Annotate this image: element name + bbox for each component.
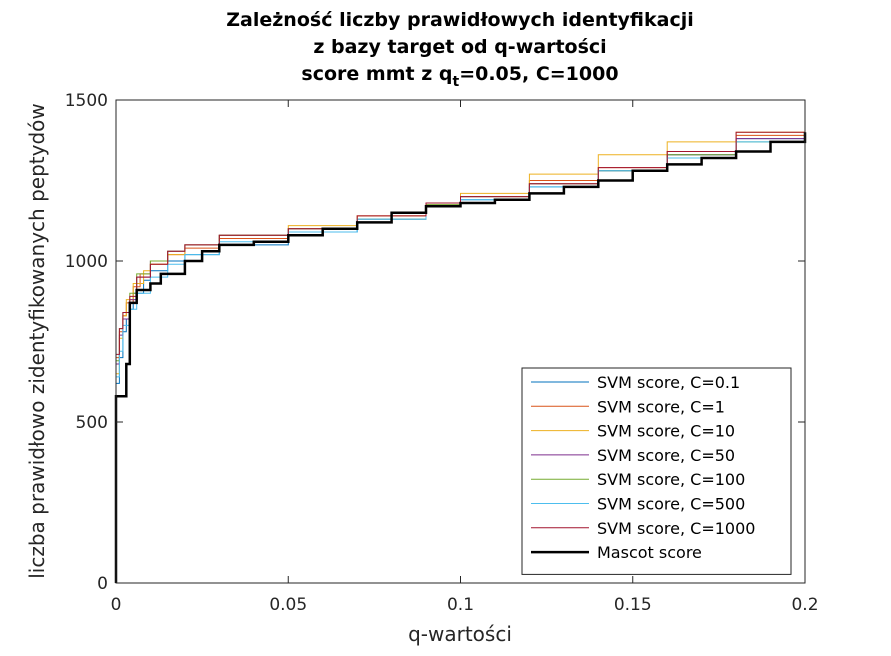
legend-label-7: Mascot score [597, 543, 702, 562]
plot-lines [114, 112, 807, 583]
legend-label-2: SVM score, C=10 [597, 422, 735, 441]
x-tick-label-4: 0.2 [791, 595, 818, 615]
series-line-7 [114, 132, 807, 583]
legend-label-6: SVM score, C=1000 [597, 519, 755, 538]
x-axis-label: q-wartości [408, 622, 512, 646]
y-tick-label-0: 0 [97, 574, 108, 594]
legend-label-1: SVM score, C=1 [597, 397, 725, 416]
legend-label-0: SVM score, C=0.1 [597, 373, 740, 392]
chart-subtitle-prefix: score mmt z q [301, 63, 452, 85]
x-tick-label-2: 0.1 [447, 595, 474, 615]
chart-title-line-2: z bazy target od q-wartości [313, 36, 606, 58]
x-tick-label-1: 0.05 [269, 595, 307, 615]
x-tick-label-3: 0.15 [614, 595, 652, 615]
chart-subtitle-suffix: =0.05, C=1000 [459, 63, 618, 85]
legend-label-5: SVM score, C=500 [597, 495, 745, 514]
chart-subtitle-subscript: t [452, 74, 459, 90]
y-axis-label: liczba prawidłowo zidentyfikowanych pept… [25, 103, 49, 579]
y-tick-label-3: 1500 [65, 91, 108, 111]
legend-label-3: SVM score, C=50 [597, 446, 735, 465]
legend-box [521, 367, 792, 575]
chart-title-line-1: Zależność liczby prawidłowych identyfika… [226, 9, 694, 31]
chart-subtitle: score mmt z qt=0.05, C=1000 [301, 63, 618, 90]
y-tick-label-2: 1000 [65, 252, 108, 272]
y-tick-label-1: 500 [76, 413, 108, 433]
legend-label-4: SVM score, C=100 [597, 470, 745, 489]
legend: SVM score, C=0.1 SVM score, C=1 SVM score,… [521, 367, 792, 575]
axis-ticks: 0 0.05 0.1 0.15 0.2 0 500 1000 1500 [65, 91, 819, 615]
x-tick-label-0: 0 [111, 595, 122, 615]
